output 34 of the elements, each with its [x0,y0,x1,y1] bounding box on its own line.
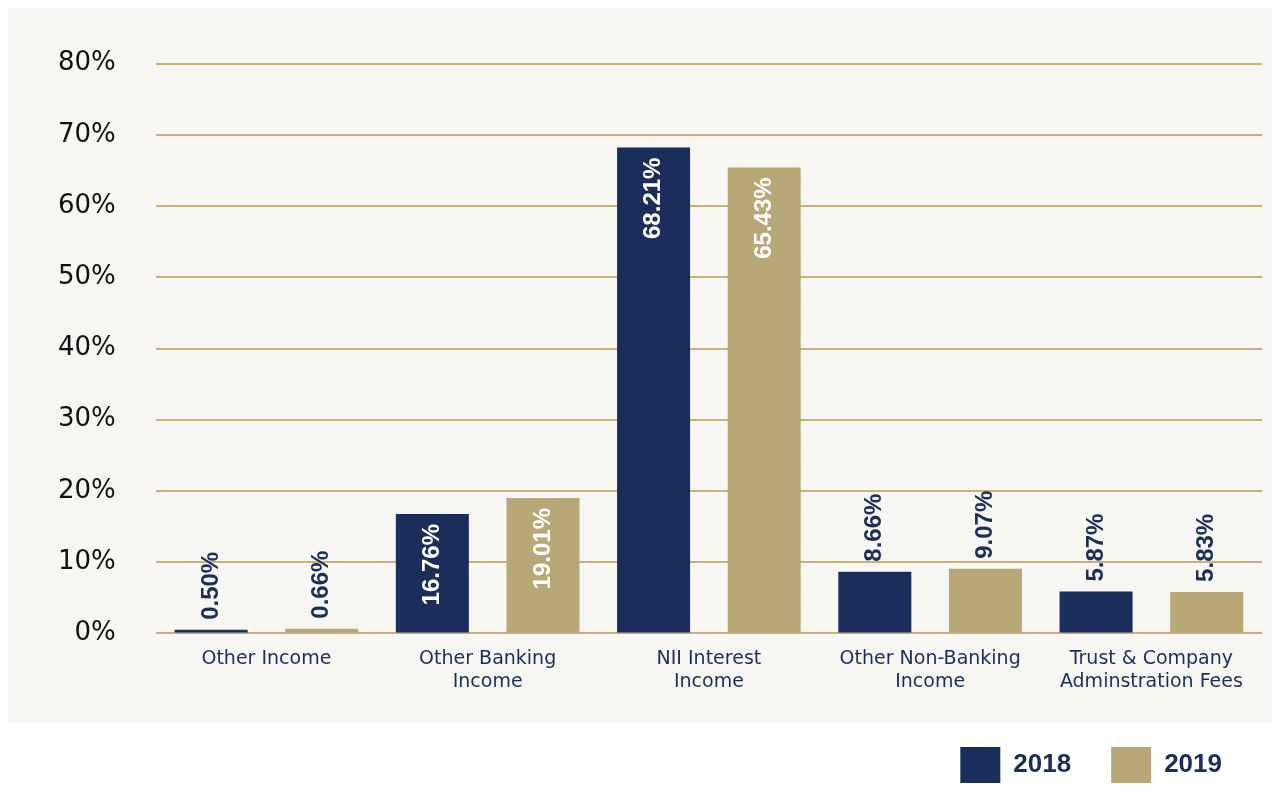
bar [506,498,580,633]
y-tick-label: 70% [57,117,116,148]
bar [727,167,801,633]
data-label: 9.07% [970,490,998,559]
bar [838,571,912,633]
y-tick-label: 0% [74,616,116,647]
bar [395,514,469,633]
data-label: 0.66% [306,550,334,619]
legend-label: 2019 [1164,748,1222,779]
data-label: 19.01% [527,508,555,590]
bar [1170,591,1244,633]
data-label: 65.43% [748,177,776,259]
x-tick-label: NII Interest Income [656,645,762,691]
bar [1059,591,1133,633]
bar [948,568,1022,633]
y-tick-label: 80% [57,46,116,77]
x-tick-label: Other Non-Banking Income [839,645,1021,691]
data-label: 5.87% [1080,513,1108,582]
y-tick-label: 10% [57,544,116,575]
y-tick-label: 40% [57,331,116,362]
data-label: 0.50% [195,551,223,620]
bar [617,147,691,633]
x-tick-label: Other Banking Income [419,645,557,691]
data-label: 8.66% [859,493,887,562]
x-tick-label: Other Income [201,645,332,668]
y-tick-label: 60% [57,188,116,219]
y-tick-label: 30% [57,402,116,433]
legend-label: 2018 [1013,748,1072,779]
data-label: 16.76% [416,524,444,606]
data-label: 5.83% [1191,513,1219,582]
data-label: 68.21% [638,157,666,239]
y-tick-label: 20% [57,473,116,504]
x-tick-label: Trust & Company Adminstration Fees [1059,645,1243,691]
y-tick-label: 50% [57,260,116,291]
